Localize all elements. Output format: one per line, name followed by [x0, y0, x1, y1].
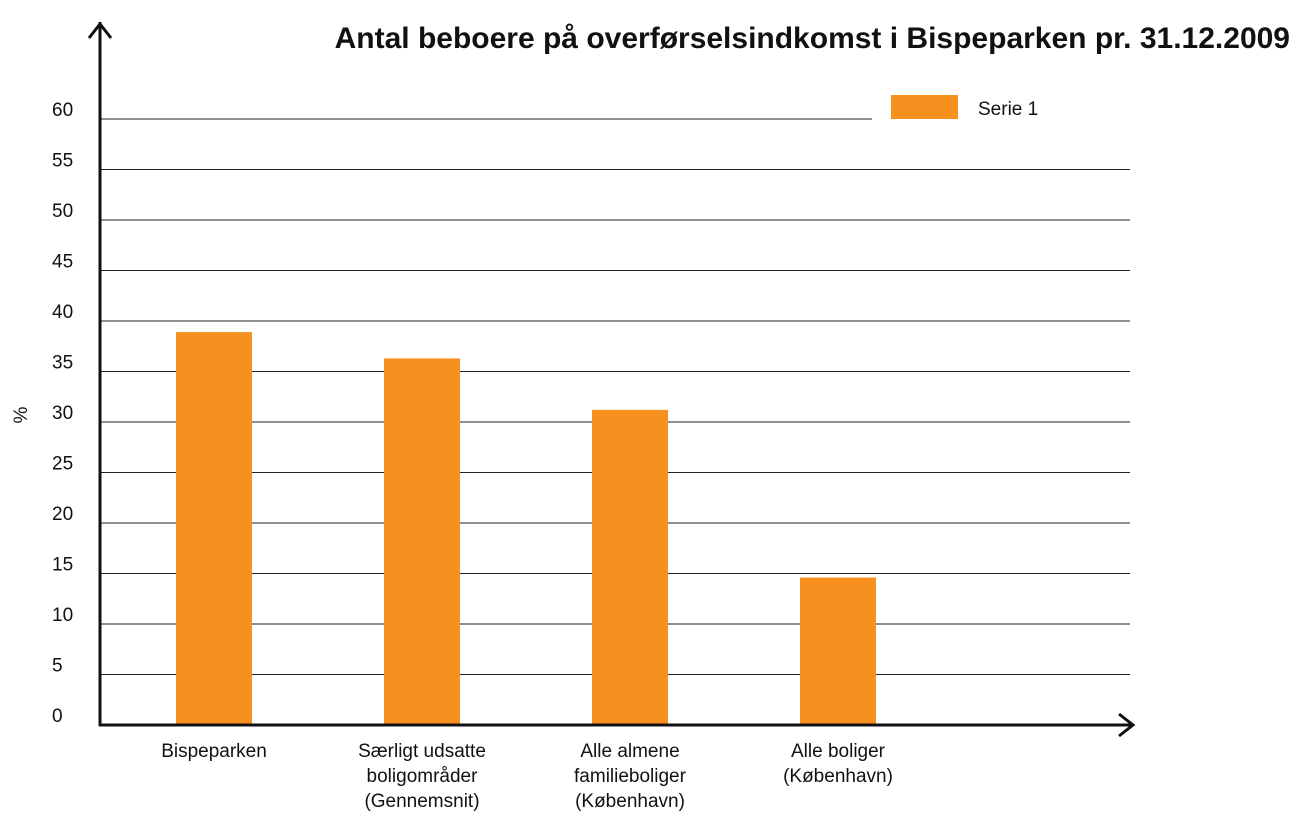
legend-swatch [891, 95, 958, 119]
x-tick-label: Bispeparken [161, 741, 267, 762]
y-tick-label: 15 [52, 555, 73, 576]
bar [592, 409, 668, 725]
y-tick-label: 20 [52, 504, 73, 525]
y-axis-arrow [87, 21, 113, 39]
y-tick-label: 45 [52, 252, 73, 273]
y-tick-label: 40 [52, 302, 73, 323]
y-axis-label: % [11, 406, 32, 423]
y-tick-label: 60 [52, 100, 73, 121]
y-tick-label: 30 [52, 403, 73, 424]
x-tick-label: Alle almene familieboliger (København) [574, 741, 687, 812]
y-tick-label: 10 [52, 605, 73, 626]
bar [800, 577, 876, 725]
chart-title: Antal beboere på overførselsindkomst i B… [335, 22, 1290, 55]
y-tick-label: 0 [52, 706, 63, 727]
y-tick-label: 55 [52, 151, 73, 172]
y-tick-label: 50 [52, 201, 73, 222]
y-tick-label: 5 [52, 656, 63, 677]
y-tick-label: 35 [52, 353, 73, 374]
legend-label: Serie 1 [978, 99, 1038, 120]
y-tick-label: 25 [52, 454, 73, 475]
x-axis-arrow [1118, 712, 1136, 738]
x-tick-label: Alle boliger (København) [783, 741, 893, 787]
bar [384, 358, 460, 725]
x-tick-label: Særligt udsatte boligområder (Gennemsnit) [358, 741, 486, 812]
bar [176, 332, 252, 725]
